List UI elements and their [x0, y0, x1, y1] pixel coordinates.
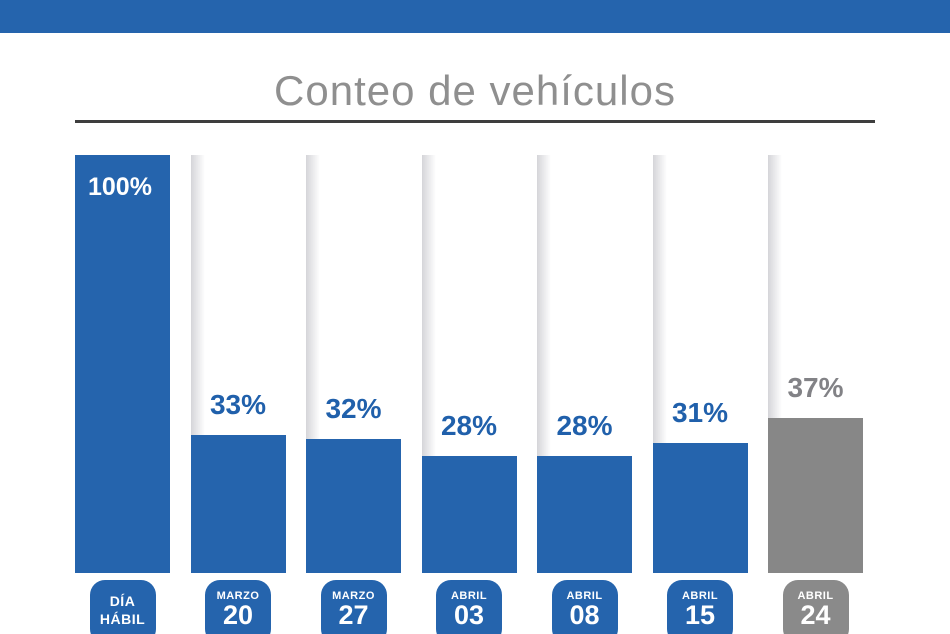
bar-column-marzo-27: 32% MARZO 27 [306, 155, 401, 634]
badge-month: MARZO [216, 590, 260, 602]
axis-badge-marzo-27: MARZO 27 [320, 580, 387, 634]
bar-column-abril-03: 28% ABRIL 03 [421, 155, 517, 634]
bar-value-label: 28% [556, 409, 613, 441]
bar-chart: 100% DÍA HÁBIL 33% MARZO 20 32% MARZO 27 [0, 155, 950, 634]
axis-badge-marzo-20: MARZO 20 [205, 580, 271, 634]
bar-value-label: 100% [88, 173, 152, 201]
bar-column-marzo-20: 33% MARZO 20 [190, 155, 286, 634]
badge-month: ABRIL [566, 590, 603, 602]
bar-fill [652, 443, 748, 573]
badge-day: 08 [569, 600, 600, 631]
bar-fill [537, 455, 632, 573]
bar-fill [306, 439, 401, 573]
badge-line1: DÍA [109, 593, 136, 609]
axis-badge-dia-habil: DÍA HÁBIL [89, 580, 156, 634]
bar-column-dia-habil: 100% DÍA HÁBIL [75, 155, 170, 634]
title-underline [75, 120, 875, 123]
bar-value-label: 32% [325, 393, 382, 425]
badge-day: 27 [338, 600, 369, 631]
top-banner [0, 0, 950, 33]
bar-value-label: 37% [787, 372, 844, 404]
axis-badge-abril-08: ABRIL 08 [551, 580, 618, 634]
bar-column-abril-15: 31% ABRIL 15 [652, 155, 748, 634]
bar-value-label: 33% [209, 389, 267, 421]
bar-fill [768, 418, 863, 573]
axis-badge-abril-15: ABRIL 15 [667, 580, 733, 634]
bar-value-label: 31% [671, 397, 729, 429]
badge-day: 24 [800, 600, 831, 631]
badge-line2: HÁBIL [99, 611, 146, 628]
badge-day: 20 [222, 600, 254, 631]
bar-fill [190, 435, 286, 573]
badge-day: 15 [684, 600, 716, 631]
badge-day: 03 [453, 600, 485, 631]
chart-title: Conteo de vehículos [274, 67, 676, 114]
axis-badge-abril-03: ABRIL 03 [436, 580, 502, 634]
bar-column-abril-24: 37% ABRIL 24 [768, 155, 863, 634]
bar-fill [421, 455, 517, 573]
badge-month: ABRIL [450, 590, 488, 602]
axis-badge-abril-24: ABRIL 24 [782, 580, 849, 634]
badge-month: ABRIL [681, 590, 719, 602]
bar-column-abril-08: 28% ABRIL 08 [537, 155, 632, 634]
badge-month: ABRIL [797, 590, 834, 602]
bar-value-label: 28% [440, 409, 498, 441]
bar-fill [75, 155, 170, 573]
badge-month: MARZO [332, 590, 375, 602]
